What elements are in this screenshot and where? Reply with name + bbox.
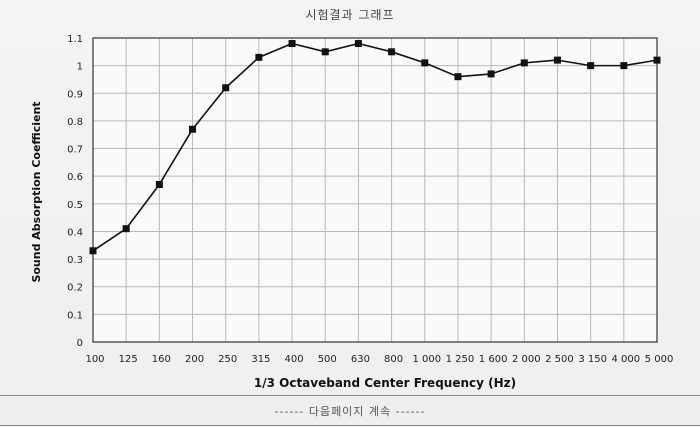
data-point-marker (587, 62, 595, 70)
data-point-marker (487, 70, 495, 78)
x-tick-label: 125 (119, 354, 138, 365)
series-line (92, 42, 658, 252)
page-title: 시험결과 그래프 (305, 8, 395, 22)
data-point-marker (89, 247, 97, 255)
data-point-marker (255, 53, 263, 61)
x-tick-label: 2 000 (512, 354, 541, 365)
y-tick-label: 0.8 (67, 117, 83, 128)
x-tick-label: 630 (351, 354, 370, 365)
y-tick-label: 0 (77, 338, 83, 349)
data-point-marker (222, 84, 230, 92)
data-point-marker (122, 225, 130, 233)
data-point-marker (653, 56, 661, 64)
y-tick-label: 0.6 (67, 172, 83, 183)
data-point-marker (155, 180, 163, 188)
x-tick-label: 4 000 (612, 354, 641, 365)
data-point-marker (421, 59, 429, 67)
data-point-marker (354, 40, 362, 48)
data-point-marker (553, 56, 561, 64)
x-tick-label: 200 (185, 354, 204, 365)
x-tick-label: 315 (251, 354, 270, 365)
x-tick-label: 3 150 (578, 354, 607, 365)
x-tick-label: 5 000 (645, 354, 674, 365)
divider-bottom (0, 425, 700, 426)
x-tick-label: 1 250 (446, 354, 475, 365)
absorption-chart: 0 0.1 0.2 0.3 0.4 0.5 0.6 0.7 0.8 0.9 1 1.1 100 125 16… (30, 34, 674, 390)
plot-border (92, 37, 658, 343)
y-tick-label: 0.5 (67, 200, 83, 211)
x-tick-label: 160 (152, 354, 171, 365)
y-tick-label: 0.7 (67, 145, 83, 156)
y-tick-label: 0.3 (67, 255, 83, 266)
x-tick-label: 2 500 (545, 354, 574, 365)
plot-area (93, 38, 657, 342)
y-tick-label: 1 (77, 62, 83, 73)
y-axis-title: Sound Absorption Coefficient (30, 101, 43, 282)
data-point-marker (454, 73, 462, 81)
data-point-marker (520, 59, 528, 67)
divider-top (0, 395, 700, 396)
x-tick-label: 250 (218, 354, 237, 365)
y-tick-label: 0.2 (67, 283, 83, 294)
x-tick-label: 400 (285, 354, 304, 365)
x-axis-title: 1/3 Octaveband Center Frequency (Hz) (254, 376, 516, 390)
y-tick-label: 0.1 (67, 310, 83, 321)
data-point-marker (288, 40, 296, 48)
y-tick-label: 1.1 (67, 34, 83, 45)
y-tick-label: 0.9 (67, 89, 83, 100)
data-point-marker (388, 48, 396, 56)
data-point-marker (620, 62, 628, 70)
y-tick-label: 0.4 (67, 227, 83, 238)
data-point-marker (189, 125, 197, 133)
x-tick-label: 1 600 (479, 354, 508, 365)
continued-note: ------ 다음페이지 계속 ------ (274, 405, 426, 418)
x-tick-label: 500 (318, 354, 337, 365)
x-tick-label: 800 (384, 354, 403, 365)
x-tick-label: 100 (85, 354, 104, 365)
data-point-marker (321, 48, 329, 56)
x-tick-label: 1 000 (412, 354, 441, 365)
